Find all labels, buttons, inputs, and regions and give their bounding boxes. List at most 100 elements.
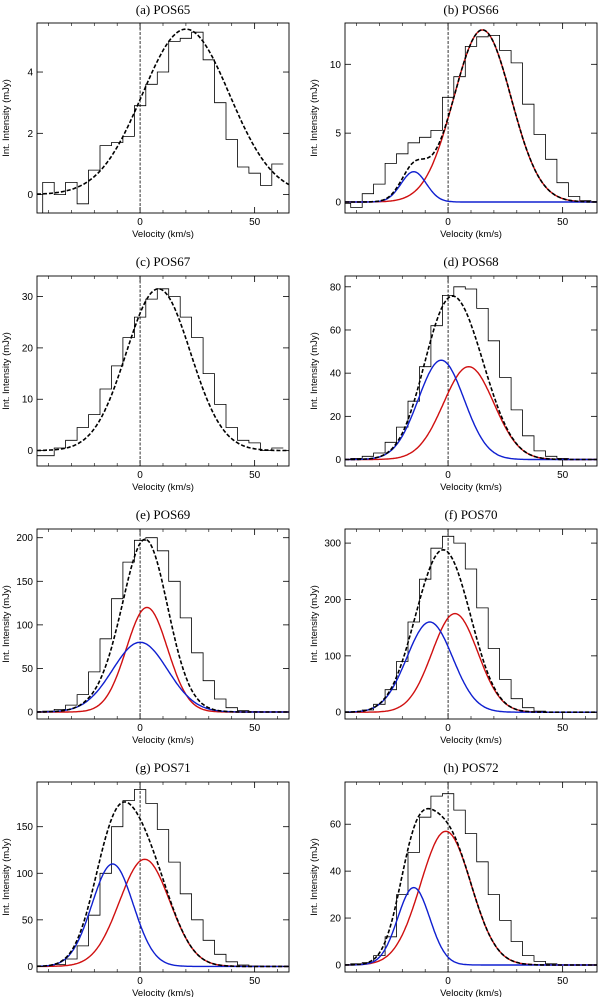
blue-component-curve [37,641,289,713]
total-fit-curve [37,28,289,195]
x-axis-label: Velocity (km/s) [132,735,194,746]
x-tick-label: 50 [557,217,569,228]
y-tick-label: 300 [324,539,341,550]
x-tick-label: 0 [137,723,143,734]
x-tick-label: 50 [249,470,261,481]
panel-title: (a) POS65 [136,2,191,17]
total-fit-curve [345,295,597,461]
y-tick-label: 0 [335,708,341,719]
panel-title: (d) POS68 [443,254,498,269]
y-tick-label: 5 [335,129,341,140]
observed-spectrum [345,535,592,713]
x-tick-label: 0 [445,470,451,481]
red-component-curve [345,365,597,461]
y-tick-label: 10 [22,395,34,406]
x-tick-label: 0 [137,976,143,987]
y-tick-label: 60 [330,325,342,336]
blue-component-curve [37,863,289,968]
x-axis-label: Velocity (km/s) [132,482,194,493]
y-axis-label: Int. Intensity (mJy) [1,79,12,157]
plot-area [37,782,289,972]
chart-panel-7: (g) POS71 0 50 0 50 100 150 Velocity (km/s) Int.… [1,760,290,997]
chart-panel-3: (c) POS67 0 50 0 10 20 30 Velocity (km/s) Int. I… [1,254,290,493]
y-tick-label: 40 [330,369,342,380]
x-axis-label: Velocity (km/s) [132,988,194,997]
total-fit-curve [37,538,289,713]
blue-component-curve [345,359,597,461]
y-tick-label: 0 [27,708,33,719]
x-axis-label: Velocity (km/s) [440,482,502,493]
panel-title: (f) POS70 [444,507,497,522]
y-tick-label: 20 [330,412,342,423]
y-axis-label: Int. Intensity (mJy) [309,79,320,157]
total-fit-curve [345,548,597,713]
observed-spectrum [37,789,284,967]
y-tick-label: 2 [27,129,33,140]
x-tick-label: 0 [137,217,143,228]
y-tick-label: 4 [27,68,33,79]
x-tick-label: 50 [249,217,261,228]
y-tick-label: 0 [335,960,341,971]
y-tick-label: 40 [330,867,342,878]
blue-component-curve [345,886,597,966]
total-fit-curve [37,801,289,968]
x-tick-label: 50 [249,723,261,734]
y-tick-label: 0 [335,197,341,208]
y-axis-label: Int. Intensity (mJy) [309,332,320,410]
observed-spectrum [42,31,284,213]
plot-area [345,782,597,972]
y-axis-label: Int. Intensity (mJy) [1,585,12,663]
y-tick-label: 20 [22,343,34,354]
x-tick-label: 0 [137,470,143,481]
y-tick-label: 100 [16,869,33,880]
y-axis-label: Int. Intensity (mJy) [1,332,12,410]
y-tick-label: 60 [330,820,342,831]
plot-frame [344,275,598,467]
y-tick-label: 100 [324,651,341,662]
plot-area [37,276,289,466]
panel-title: (c) POS67 [136,254,191,269]
observed-spectrum [37,537,284,713]
x-tick-label: 0 [445,217,451,228]
chart-panel-1: (a) POS65 0 50 0 2 4 Velocity (km/s) Int. Inten… [1,2,290,240]
plot-frame [344,528,598,720]
chart-panel-5: (e) POS69 0 50 0 50 100 150 200 Velocity (km/s) I… [1,507,290,746]
plot-area [345,529,597,719]
y-tick-label: 150 [16,822,33,833]
plot-frame [36,275,290,467]
plot-frame [36,528,290,720]
x-tick-label: 50 [557,976,569,987]
x-axis-label: Velocity (km/s) [440,988,502,997]
x-axis-label: Velocity (km/s) [440,735,502,746]
plot-frame [344,781,598,973]
plot-area [345,276,597,466]
y-tick-label: 150 [16,577,33,588]
y-tick-label: 200 [16,533,33,544]
red-component-curve [345,830,597,966]
chart-panel-4: (d) POS68 0 50 0 20 40 60 80 Velocity (km/s) Int.… [309,254,598,493]
plot-frame [36,781,290,973]
y-tick-label: 100 [16,620,33,631]
panel-title: (g) POS71 [135,760,190,775]
observed-spectrum [345,35,592,208]
x-tick-label: 0 [445,723,451,734]
y-tick-label: 30 [22,292,34,303]
red-component-curve [345,612,597,713]
x-tick-label: 0 [445,976,451,987]
plot-area [37,23,289,213]
y-tick-label: 50 [22,915,34,926]
chart-panel-2: (b) POS66 0 50 0 5 10 Velocity (km/s) Int. Inte… [309,2,598,240]
y-tick-label: 50 [22,664,34,675]
y-tick-label: 200 [324,595,341,606]
y-tick-label: 0 [27,190,33,201]
y-axis-label: Int. Intensity (mJy) [309,838,320,916]
y-tick-label: 0 [27,962,33,973]
total-fit-curve [37,287,289,452]
panel-title: (b) POS66 [443,2,499,17]
panel-title: (h) POS72 [443,760,498,775]
plot-area [37,529,289,719]
total-fit-curve [345,29,597,203]
red-component-curve [37,606,289,713]
red-component-curve [345,29,597,203]
